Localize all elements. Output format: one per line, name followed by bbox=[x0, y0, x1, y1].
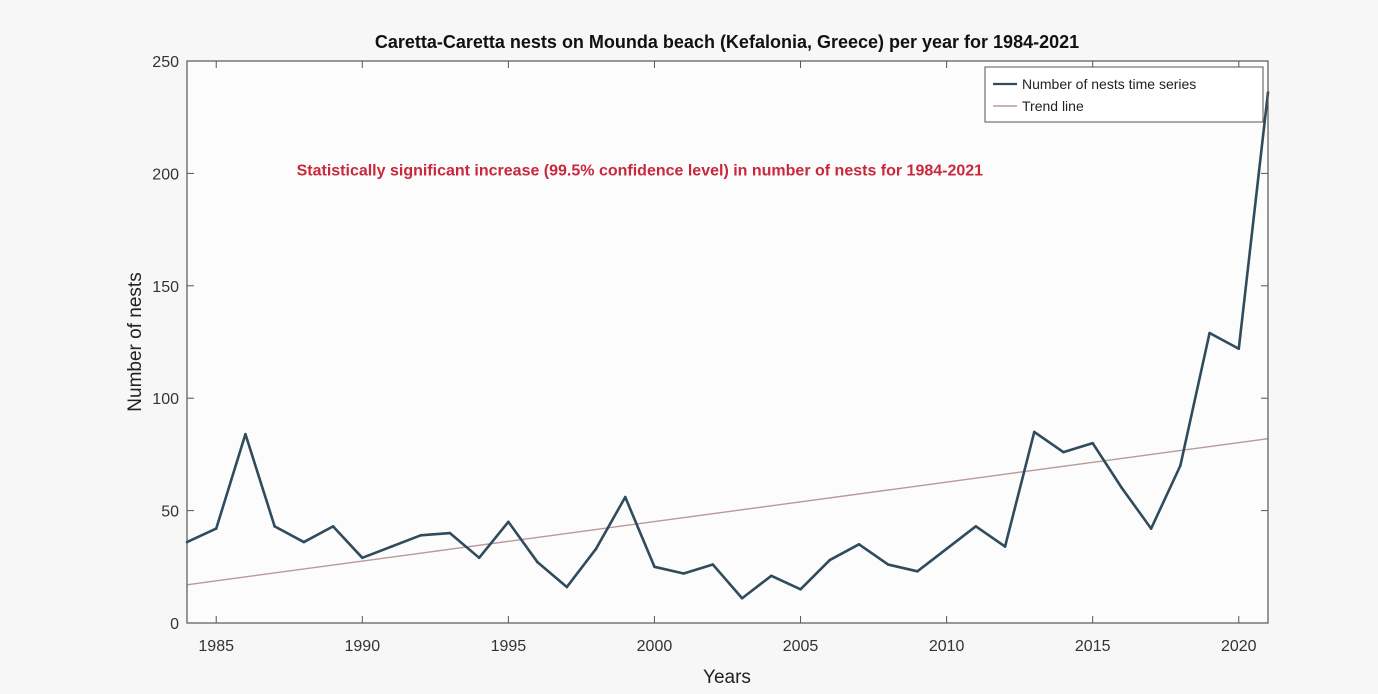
nests-data-point bbox=[448, 531, 452, 535]
nests-data-point bbox=[740, 596, 744, 600]
nests-data-point bbox=[1208, 331, 1211, 335]
nests-data-point bbox=[360, 556, 364, 560]
x-tick-label: 2005 bbox=[783, 638, 819, 655]
nests-data-point bbox=[1003, 545, 1007, 548]
nests-data-point bbox=[565, 585, 569, 589]
nests-data-point bbox=[770, 574, 773, 578]
nests-data-point bbox=[331, 525, 335, 528]
nests-data-point bbox=[302, 540, 306, 544]
y-tick-label: 250 bbox=[152, 54, 179, 71]
x-tick-label: 1985 bbox=[198, 638, 234, 655]
trend-line bbox=[186, 437, 1269, 586]
nests-data-point bbox=[945, 547, 948, 551]
nests-data-point bbox=[1062, 450, 1065, 454]
nests-data-point bbox=[857, 543, 861, 546]
nests-data-point bbox=[1149, 527, 1153, 530]
nests-data-point bbox=[1120, 486, 1124, 490]
nests-data-point bbox=[653, 565, 656, 569]
nests-data-point bbox=[682, 572, 685, 575]
x-tick-label: 2000 bbox=[637, 638, 673, 655]
y-tick-label: 200 bbox=[152, 166, 179, 183]
x-tick-label: 1995 bbox=[491, 638, 527, 655]
x-tick-label: 2015 bbox=[1075, 638, 1111, 655]
chart-title: Caretta-Caretta nests on Mounda beach (K… bbox=[375, 32, 1079, 52]
axis-ticks: 1985 1990 1995 2000 2005 2010 2015 2020 0 50 100 15… bbox=[152, 54, 1268, 655]
x-tick-label: 1990 bbox=[345, 638, 381, 655]
y-tick-label: 100 bbox=[152, 391, 179, 408]
x-tick-label: 2010 bbox=[929, 638, 965, 655]
nests-data-point bbox=[1091, 441, 1095, 445]
series-layer bbox=[185, 91, 1270, 600]
nests-data-point bbox=[711, 563, 715, 566]
nests-data-point bbox=[1032, 430, 1036, 434]
nests-data-point bbox=[390, 545, 393, 548]
nests-data-point bbox=[1179, 464, 1182, 467]
nests-data-point bbox=[886, 563, 890, 566]
nests-data-point bbox=[214, 527, 218, 530]
nests-data-point bbox=[273, 525, 276, 528]
nests-data-point bbox=[536, 561, 539, 564]
nests-data-point bbox=[623, 495, 627, 499]
plot-area bbox=[187, 61, 1268, 623]
nests-data-point bbox=[1237, 347, 1241, 351]
x-axis-label: Years bbox=[703, 667, 751, 688]
nests-data-point bbox=[594, 547, 598, 551]
significance-annotation: Statistically significant increase (99.5… bbox=[297, 163, 984, 180]
y-tick-label: 0 bbox=[170, 616, 179, 633]
y-tick-label: 150 bbox=[152, 279, 179, 296]
nests-data-point bbox=[419, 534, 423, 537]
x-tick-label: 2020 bbox=[1221, 638, 1257, 655]
plot-frame bbox=[186, 60, 1269, 624]
legend-label-nests: Number of nests time series bbox=[1022, 76, 1196, 92]
nests-data-point bbox=[916, 569, 919, 573]
nests-data-point bbox=[507, 520, 510, 524]
legend-box bbox=[984, 66, 1264, 123]
nests-data-point bbox=[828, 558, 832, 562]
nests-series-line bbox=[186, 92, 1270, 600]
nests-data-point bbox=[799, 587, 802, 591]
nests-data-point bbox=[244, 432, 247, 436]
legend-label-trend: Trend line bbox=[1022, 98, 1084, 114]
legend: Number of nests time series Trend line bbox=[984, 66, 1264, 123]
y-axis-label: Number of nests bbox=[125, 272, 146, 411]
nests-data-point bbox=[477, 556, 481, 560]
nests-data-point bbox=[974, 525, 978, 528]
y-tick-label: 50 bbox=[161, 504, 179, 521]
